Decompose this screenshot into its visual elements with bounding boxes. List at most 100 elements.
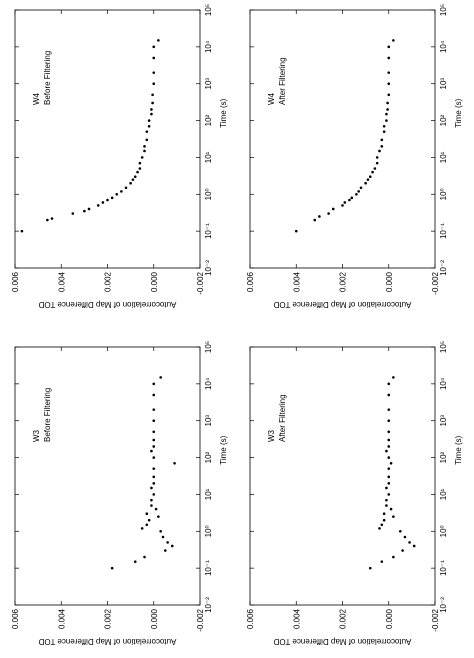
data-point bbox=[138, 161, 142, 165]
data-point bbox=[375, 156, 379, 159]
data-point bbox=[387, 71, 391, 74]
x-tick-label: 10² bbox=[439, 451, 448, 463]
data-point bbox=[403, 535, 407, 539]
data-point bbox=[385, 486, 388, 490]
data-point bbox=[140, 156, 144, 159]
x-axis-label: Time (s) bbox=[454, 435, 463, 464]
y-tick-label: -0.002 bbox=[431, 608, 440, 631]
x-tick-label: 10⁵ bbox=[204, 4, 213, 16]
data-point bbox=[382, 130, 386, 133]
y-axis-label: Autocorrelation of Map Difference TOD bbox=[273, 637, 411, 646]
data-point bbox=[152, 82, 156, 86]
data-point bbox=[385, 119, 388, 122]
data-point bbox=[366, 178, 370, 181]
data-point bbox=[159, 376, 162, 379]
annotation: W3 bbox=[267, 429, 276, 442]
y-tick-label: -0.002 bbox=[431, 271, 440, 294]
data-point bbox=[101, 201, 105, 204]
data-point bbox=[387, 82, 391, 86]
data-point bbox=[159, 529, 162, 533]
data-point bbox=[50, 217, 54, 220]
y-tick-label: 0.004 bbox=[57, 608, 66, 629]
panel: 10⁻² 10⁻¹ 10⁰ 10¹ 10² 10³ 10⁴ 10⁵ 0.006 0.004 0.00… bbox=[11, 4, 228, 309]
data-point bbox=[152, 493, 156, 496]
annotation: After Filtering bbox=[278, 394, 287, 442]
y-tick-label: 0.006 bbox=[11, 608, 20, 629]
data-point bbox=[392, 376, 395, 379]
data-point bbox=[124, 186, 128, 190]
data-point bbox=[313, 218, 317, 222]
data-point bbox=[173, 461, 176, 465]
data-point bbox=[385, 112, 388, 116]
y-tick-label: 0.004 bbox=[292, 608, 301, 629]
data-point bbox=[143, 149, 146, 153]
data-point bbox=[150, 486, 153, 490]
y-tick-label: -0.002 bbox=[196, 271, 205, 294]
data-point bbox=[131, 178, 135, 181]
y-tick-label: 0.000 bbox=[385, 608, 394, 629]
data-point bbox=[152, 482, 156, 485]
y-axis-label: Autocorrelation of Map Difference TOD bbox=[38, 637, 176, 646]
plot-frame bbox=[14, 9, 201, 269]
y-tick-label: 0.006 bbox=[11, 271, 20, 292]
data-point bbox=[380, 523, 384, 527]
x-tick-label: 10⁰ bbox=[204, 525, 213, 537]
data-point bbox=[378, 149, 381, 153]
data-point bbox=[157, 515, 160, 518]
y-axis-label: Autocorrelation of Map Difference TOD bbox=[38, 300, 176, 309]
data-point bbox=[387, 45, 391, 49]
data-point bbox=[380, 138, 384, 142]
y-tick-label: 0.006 bbox=[246, 608, 255, 629]
data-point bbox=[152, 45, 156, 49]
data-point bbox=[387, 408, 391, 411]
data-point bbox=[387, 445, 391, 448]
data-point bbox=[164, 549, 167, 552]
data-point bbox=[133, 175, 137, 179]
data-point bbox=[387, 467, 391, 470]
annotation: W4 bbox=[32, 92, 41, 105]
data-point bbox=[145, 130, 149, 133]
data-point bbox=[401, 549, 404, 552]
annotation: Before Filtering bbox=[43, 51, 52, 105]
data-point bbox=[318, 215, 321, 218]
x-tick-label: 10³ bbox=[204, 415, 213, 427]
data-point bbox=[152, 456, 156, 459]
x-axis-label: Time (s) bbox=[219, 98, 228, 127]
data-point bbox=[152, 475, 156, 479]
x-tick-label: 10³ bbox=[439, 415, 448, 427]
x-tick-label: 10⁴ bbox=[439, 40, 448, 53]
data-point bbox=[385, 498, 388, 502]
data-point bbox=[71, 212, 75, 215]
y-tick-label: 0.004 bbox=[292, 271, 301, 292]
x-tick-label: 10⁻¹ bbox=[204, 560, 213, 576]
x-axis-label: Time (s) bbox=[219, 435, 228, 464]
data-point bbox=[140, 527, 144, 530]
x-tick-label: 10⁵ bbox=[439, 341, 448, 353]
data-point bbox=[392, 555, 395, 559]
data-point bbox=[96, 204, 100, 207]
x-tick-label: 10⁻¹ bbox=[439, 223, 448, 239]
data-point bbox=[154, 507, 158, 511]
data-point bbox=[152, 71, 156, 74]
data-point bbox=[389, 507, 393, 511]
x-tick-label: 10² bbox=[204, 114, 213, 126]
data-point bbox=[152, 445, 156, 448]
data-point bbox=[147, 119, 151, 122]
data-point bbox=[145, 138, 149, 142]
data-point bbox=[147, 518, 151, 522]
data-point bbox=[387, 475, 391, 479]
x-tick-label: 10⁰ bbox=[439, 188, 448, 200]
x-tick-label: 10³ bbox=[204, 78, 213, 90]
data-point bbox=[166, 541, 169, 544]
data-point bbox=[348, 198, 351, 202]
data-point bbox=[138, 167, 142, 170]
annotation: After Filtering bbox=[278, 57, 287, 105]
data-point bbox=[387, 482, 391, 485]
data-point bbox=[375, 161, 379, 165]
data-point bbox=[355, 192, 358, 196]
data-point bbox=[387, 438, 391, 442]
data-point bbox=[373, 167, 377, 170]
y-tick-label: 0.002 bbox=[339, 608, 348, 629]
data-point bbox=[150, 108, 153, 111]
